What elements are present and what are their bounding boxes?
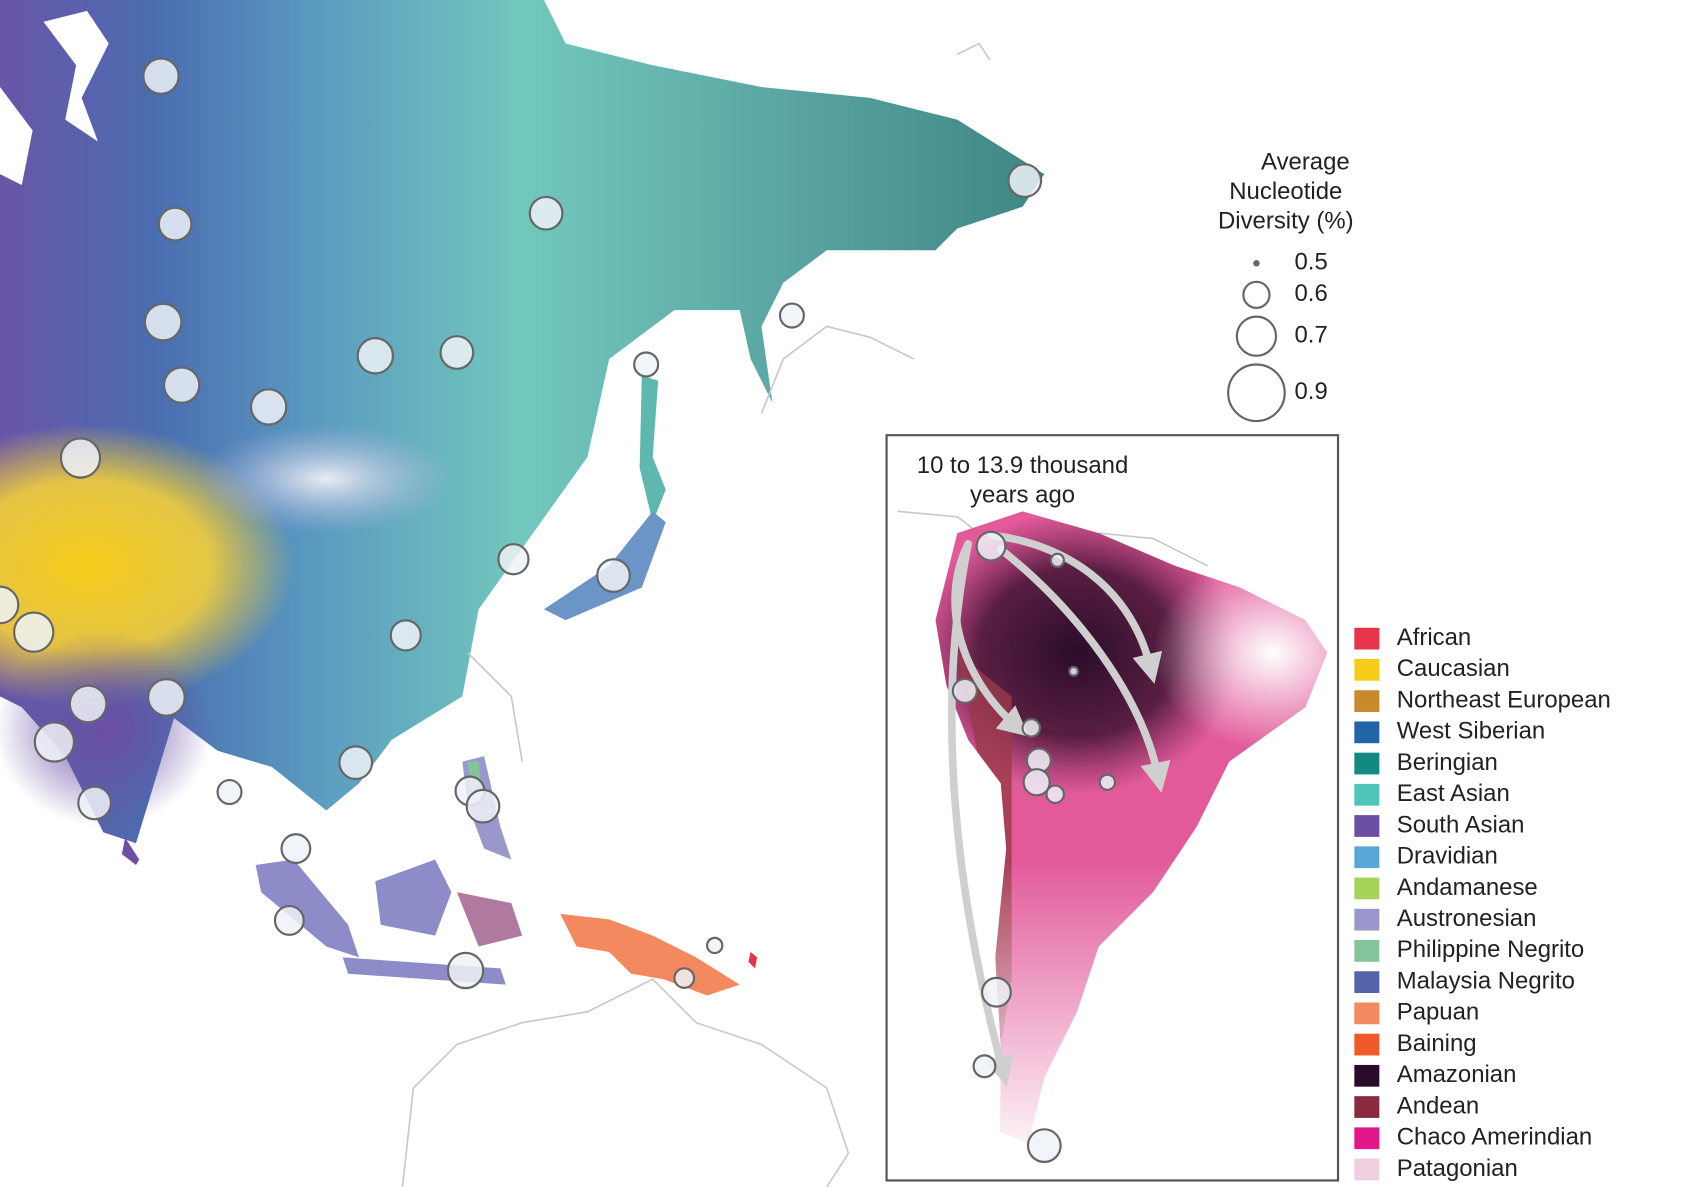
sample-site [0, 585, 20, 625]
legend-label: Austronesian [1397, 905, 1537, 932]
sample-site [673, 967, 696, 989]
legend-label: Malaysia Negrito [1397, 967, 1575, 994]
sample-site [77, 785, 113, 821]
inset-site [980, 976, 1012, 1008]
legend-swatch [1354, 783, 1380, 806]
legend-swatch [1354, 658, 1380, 681]
legend-label: Philippine Negrito [1397, 936, 1584, 963]
sample-site [147, 678, 186, 717]
sample-site [439, 335, 475, 370]
legend-label: West Siberian [1397, 718, 1545, 745]
inset: 10 to 13.9 thousand years ago [885, 434, 1340, 1182]
population-legend: African Caucasian Northeast European West S… [1354, 624, 1611, 1182]
inset-site [972, 1054, 997, 1079]
sample-site [68, 684, 108, 724]
legend-swatch [1354, 752, 1380, 775]
legend-label: Dravidian [1397, 843, 1498, 870]
sample-site [59, 437, 102, 479]
inset-title: 10 to 13.9 thousand [917, 452, 1128, 479]
sample-site [280, 833, 312, 865]
inset-site [1049, 552, 1065, 568]
sample-site [705, 936, 724, 955]
size-key-label: 0.9 [1295, 378, 1328, 405]
legend-title: Nucleotide [1229, 178, 1342, 205]
legend-label: Northeast European [1397, 686, 1611, 713]
legend-label: Beringian [1397, 749, 1498, 776]
legend-label: Papuan [1397, 999, 1479, 1026]
inset-site [975, 530, 1007, 562]
legend-swatch [1354, 846, 1380, 869]
sample-site [143, 302, 183, 342]
legend-label: Andean [1397, 1092, 1479, 1119]
legend-label: Baining [1397, 1030, 1477, 1057]
legend-swatch [1354, 1127, 1380, 1150]
legend-swatch [1354, 1064, 1380, 1087]
sample-site [596, 558, 631, 593]
sample-site [528, 195, 564, 231]
size-key [1253, 260, 1260, 267]
legend-label: South Asian [1397, 811, 1525, 838]
legend-swatch [1354, 690, 1380, 712]
legend-title: Diversity (%) [1218, 207, 1354, 234]
legend-label: Chaco Amerindian [1397, 1124, 1592, 1151]
inset-site [1045, 784, 1065, 805]
inset-site [951, 677, 978, 704]
sample-site [633, 351, 660, 378]
sample-site [162, 366, 201, 404]
legend-swatch [1354, 1096, 1380, 1118]
legend-label: Andamanese [1397, 874, 1538, 901]
legend-label: Caucasian [1397, 655, 1510, 682]
legend-swatch [1354, 940, 1380, 962]
sample-site [13, 611, 55, 653]
size-key-label: 0.5 [1295, 249, 1328, 276]
legend-swatch [1354, 1002, 1380, 1025]
inset-site [1098, 773, 1117, 791]
legend-label: Patagonian [1397, 1155, 1518, 1182]
sample-site [1007, 163, 1043, 199]
sample-site [389, 619, 422, 652]
sample-site [446, 951, 485, 990]
inset-site [1021, 718, 1042, 738]
sample-site [778, 302, 805, 329]
legend-label: African [1397, 624, 1471, 651]
legend-title: Average [1261, 149, 1350, 176]
legend-swatch [1354, 1033, 1380, 1056]
legend-swatch [1354, 971, 1380, 994]
legend-label: Amazonian [1397, 1061, 1517, 1088]
size-key [1242, 280, 1271, 309]
inset-title: years ago [970, 481, 1075, 508]
sample-site [249, 388, 288, 426]
sample-site [356, 337, 395, 375]
sample-site [497, 543, 530, 576]
inset-site [1026, 1128, 1062, 1164]
size-legend: Average Nucleotide Diversity (%) 0.5 0.6 0… [1218, 149, 1354, 423]
legend-swatch [1354, 815, 1380, 837]
sample-site [33, 721, 76, 763]
legend-swatch [1354, 908, 1380, 931]
sample-site [142, 57, 180, 95]
sample-site [273, 904, 305, 936]
legend-swatch [1354, 877, 1380, 900]
inset-site [1022, 768, 1051, 797]
basemap [0, 0, 1045, 1187]
size-key-label: 0.6 [1295, 280, 1328, 307]
sample-site [338, 745, 374, 781]
legend-label: East Asian [1397, 780, 1510, 807]
legend-swatch [1354, 721, 1380, 744]
legend-swatch [1354, 1158, 1380, 1181]
sample-site [465, 788, 501, 824]
inset-site [1068, 665, 1080, 677]
sample-site [157, 206, 193, 242]
legend-swatch [1354, 627, 1380, 650]
size-key-label: 0.7 [1295, 322, 1328, 349]
size-key [1227, 363, 1286, 423]
size-key [1235, 315, 1278, 357]
sample-site [216, 779, 243, 806]
